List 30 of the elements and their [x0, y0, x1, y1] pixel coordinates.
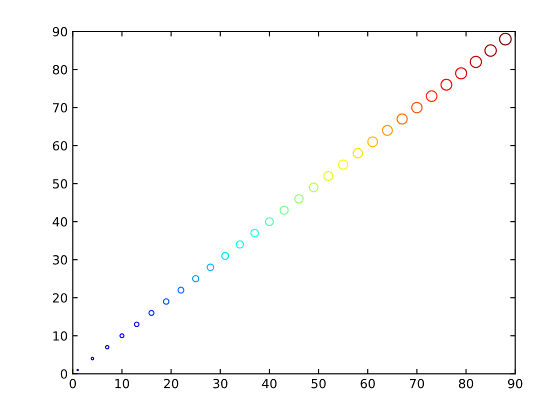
y-tick-label: 90	[52, 26, 68, 36]
x-tick-label: 0	[70, 378, 76, 388]
point	[250, 228, 259, 238]
point	[294, 194, 304, 204]
y-tick-label: 0	[60, 369, 68, 379]
x-tick-label: 20	[164, 378, 178, 388]
x-tick-label: 40	[262, 378, 277, 388]
point	[352, 148, 364, 158]
point	[308, 182, 319, 192]
x-tick-label: 10	[115, 378, 130, 388]
y-tick-label: 50	[52, 179, 68, 189]
y-tick-label: 70	[53, 103, 68, 112]
point	[264, 217, 274, 226]
y-tick-label: 20	[52, 293, 68, 303]
y-tick-label: 10	[53, 331, 68, 341]
y-tick-label: 60	[52, 141, 68, 151]
point	[323, 171, 334, 182]
x-tick-label: 80	[458, 378, 474, 388]
point	[280, 206, 289, 215]
x-tick-label: 60	[360, 378, 375, 388]
y-tick-label: 30	[52, 255, 68, 265]
y-tick-label: 80	[52, 65, 68, 74]
x-tick-label: 70	[410, 378, 424, 388]
x-tick-label: 50	[312, 378, 326, 388]
point	[236, 240, 244, 249]
y-tick-label: 40	[52, 217, 68, 227]
x-tick-label: 90	[508, 378, 522, 388]
point	[338, 159, 348, 170]
x-tick-label: 30	[213, 378, 228, 388]
point	[221, 252, 230, 260]
